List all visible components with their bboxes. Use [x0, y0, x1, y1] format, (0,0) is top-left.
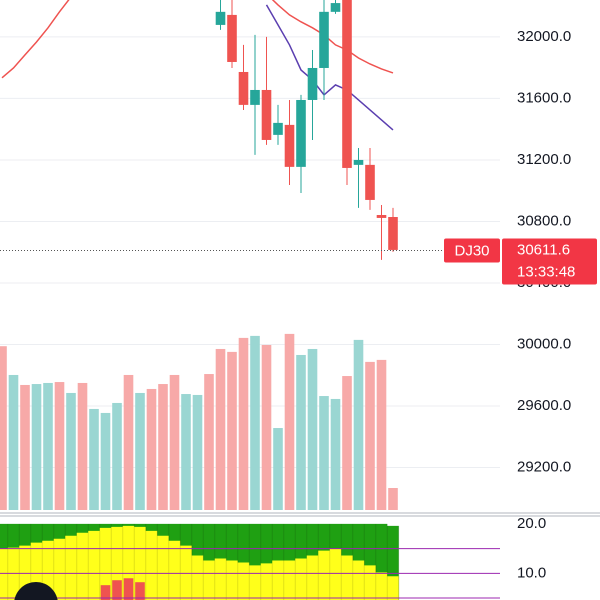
volume-bar: [112, 402, 122, 510]
volume-bar: [319, 396, 329, 510]
volume-bar: [204, 374, 214, 510]
y-tick-label: 30800.0: [517, 212, 571, 229]
symbol-badge: [444, 238, 500, 263]
candle-body: [342, 0, 352, 168]
price-badge: [502, 238, 597, 285]
candle-body: [353, 159, 364, 165]
candle-body: [227, 14, 237, 62]
candle-body: [365, 164, 375, 200]
volume-bar: [77, 382, 88, 510]
candle-body: [307, 67, 318, 100]
candle-body: [388, 217, 398, 250]
candle-body: [330, 3, 341, 12]
candle-body: [273, 122, 283, 135]
volume-bar: [227, 351, 237, 510]
volume-bar: [238, 337, 249, 510]
volume-bar: [365, 361, 375, 510]
volume-bar: [123, 374, 134, 510]
volume-bar: [43, 382, 53, 510]
volume-bar: [261, 344, 272, 510]
volume: [0, 333, 398, 510]
volume-bar: [158, 384, 168, 510]
y-tick-label: 29200.0: [517, 459, 571, 476]
candle-body: [284, 124, 295, 167]
moving-average: [265, 4, 394, 131]
volume-bar: [20, 384, 30, 510]
candle-body: [319, 11, 329, 68]
volume-bar: [181, 394, 191, 510]
volume-bar: [54, 382, 65, 510]
candle-body: [238, 71, 249, 105]
y-tick-label: 32000.0: [517, 28, 571, 45]
y-tick-label: 30000.0: [517, 335, 571, 352]
volume-bar: [388, 488, 398, 510]
candle-body: [261, 89, 272, 140]
indicator-area: [0, 525, 399, 600]
candle-body: [296, 99, 306, 167]
indicator-tick-label: 20.0: [517, 515, 546, 532]
volume-bar: [376, 359, 387, 510]
volume-bar: [169, 374, 180, 510]
volume-bar: [8, 374, 19, 510]
volume-bar: [342, 376, 352, 510]
candle-body: [215, 11, 226, 25]
y-tick-label: 29600.0: [517, 397, 571, 414]
price-panel: [0, 0, 500, 260]
volume-bar: [250, 335, 260, 510]
last-price-label: 30611.6: [517, 241, 570, 258]
candle-body: [250, 89, 260, 105]
volume-bar: [100, 412, 111, 510]
countdown-label: 13:33:48: [517, 263, 575, 280]
indicator-bar: [123, 578, 134, 600]
indicator-bar: [135, 582, 145, 600]
volume-bar: [0, 346, 7, 510]
volume-bar: [296, 354, 306, 510]
volume-bar: [192, 394, 203, 510]
volume-bar: [135, 392, 145, 510]
volume-bar: [330, 398, 341, 510]
volume-bar: [307, 348, 318, 510]
indicator-bar: [100, 585, 111, 600]
symbol-label: DJ30: [454, 242, 489, 259]
indicator-panel: [0, 523, 500, 600]
volume-bar: [89, 408, 99, 510]
volume-bar: [146, 388, 157, 510]
indicator-tick-label: 10.0: [517, 564, 546, 581]
price-axis: 32000.031600.031200.030800.030400.030000…: [517, 28, 571, 581]
volume-bar: [284, 333, 295, 510]
volume-bar: [66, 392, 76, 510]
indicator-bar: [112, 580, 122, 600]
y-tick-label: 31600.0: [517, 89, 571, 106]
volume-bar: [215, 348, 226, 510]
volume-bar: [31, 384, 42, 510]
y-tick-label: 31200.0: [517, 151, 571, 168]
logo: [14, 582, 58, 600]
volume-bar: [273, 428, 283, 510]
candle-body: [376, 215, 387, 218]
volume-bar: [353, 339, 364, 510]
